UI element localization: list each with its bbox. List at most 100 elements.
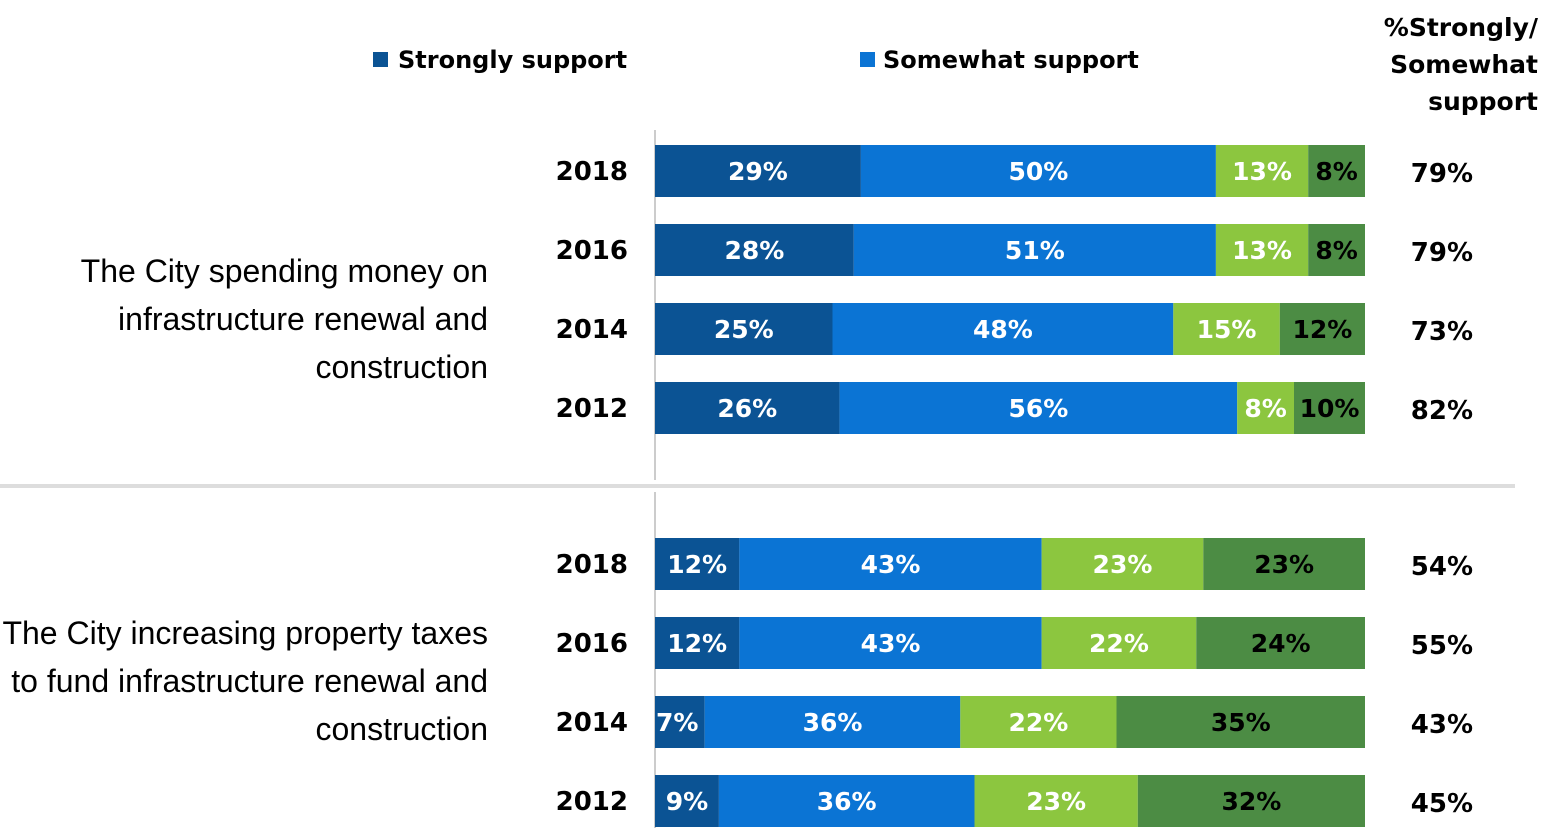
- data-label: 23%: [1254, 550, 1314, 579]
- group-divider: [0, 484, 1515, 488]
- legend-swatch: [373, 52, 388, 67]
- total-label: 79%: [1411, 238, 1473, 268]
- data-label: 8%: [1244, 394, 1286, 423]
- data-label: 32%: [1221, 787, 1281, 816]
- bar-segment-somewhat-oppose: [1237, 382, 1294, 434]
- data-label: 12%: [667, 629, 727, 658]
- data-label: 23%: [1026, 787, 1086, 816]
- bar-segment-strongly-support: [655, 145, 861, 197]
- data-label: 12%: [667, 550, 727, 579]
- bar-segment-strongly-oppose: [1137, 775, 1365, 827]
- year-label: 2012: [556, 787, 628, 817]
- bar-row: 2016 28% 51% 13% 8% 79%: [556, 224, 1473, 276]
- bar-segment-somewhat-oppose: [1215, 145, 1309, 197]
- year-label: 2014: [556, 708, 628, 738]
- data-label: 36%: [817, 787, 877, 816]
- data-label: 25%: [714, 315, 774, 344]
- bar-segment-somewhat-oppose: [960, 696, 1117, 748]
- bar-segment-strongly-support: [655, 696, 705, 748]
- year-label: 2012: [556, 394, 628, 424]
- question-label: The City increasing property taxes: [2, 615, 488, 651]
- total-header-line: Somewhat: [1390, 50, 1538, 79]
- bar-segment-strongly-oppose: [1308, 224, 1365, 276]
- data-label: 36%: [803, 708, 863, 737]
- data-label: 23%: [1093, 550, 1153, 579]
- data-label: 8%: [1315, 236, 1357, 265]
- bar-segment-somewhat-support: [832, 303, 1174, 355]
- data-label: 26%: [717, 394, 777, 423]
- data-label: 12%: [1292, 315, 1352, 344]
- bar-segment-strongly-support: [655, 775, 719, 827]
- bar-segment-strongly-oppose: [1116, 696, 1365, 748]
- bar-segment-strongly-support: [655, 303, 833, 355]
- data-label: 48%: [973, 315, 1033, 344]
- total-label: 45%: [1411, 789, 1473, 819]
- bar-segment-somewhat-support: [860, 145, 1216, 197]
- bar-segment-somewhat-support: [704, 696, 961, 748]
- bar-segment-strongly-oppose: [1294, 382, 1365, 434]
- bar-segment-strongly-oppose: [1279, 303, 1365, 355]
- total-label: 43%: [1411, 710, 1473, 740]
- legend-label: Somewhat support: [883, 46, 1139, 74]
- data-label: 43%: [861, 629, 921, 658]
- bar-segment-somewhat-oppose: [1041, 538, 1204, 590]
- bar-group: The City increasing property taxes to fun…: [2, 538, 1473, 827]
- legend-label: Strongly support: [398, 46, 627, 74]
- total-header-line: %Strongly/: [1384, 13, 1539, 42]
- bar-row: 2014 25% 48% 15% 12% 73%: [556, 303, 1473, 355]
- bar-segment-somewhat-support: [839, 382, 1238, 434]
- bar-group: The City spending money on infrastructure…: [81, 145, 1473, 434]
- data-label: 10%: [1300, 394, 1360, 423]
- data-label: 43%: [861, 550, 921, 579]
- bar-segment-strongly-support: [655, 538, 740, 590]
- bar-segment-somewhat-support: [853, 224, 1216, 276]
- bar-segment-strongly-support: [655, 382, 840, 434]
- bar-groups: The City spending money on infrastructure…: [2, 145, 1473, 827]
- bar-row: 2018 29% 50% 13% 8% 79%: [556, 145, 1473, 197]
- bar-segment-somewhat-support: [718, 775, 975, 827]
- data-label: 13%: [1232, 236, 1292, 265]
- data-label: 35%: [1211, 708, 1271, 737]
- total-header-line: support: [1428, 87, 1538, 116]
- bar-segment-somewhat-oppose: [974, 775, 1138, 827]
- data-label: 8%: [1315, 157, 1357, 186]
- bar-segment-strongly-oppose: [1196, 617, 1365, 669]
- data-label: 15%: [1197, 315, 1257, 344]
- total-label: 82%: [1411, 396, 1473, 426]
- data-label: 7%: [656, 708, 698, 737]
- bar-segment-somewhat-oppose: [1173, 303, 1280, 355]
- question-label: construction: [315, 349, 488, 385]
- bar-segment-somewhat-support: [739, 538, 1042, 590]
- bar-segment-somewhat-oppose: [1041, 617, 1197, 669]
- bar-segment-strongly-oppose: [1308, 145, 1365, 197]
- question-label: to fund infrastructure renewal and: [11, 663, 488, 699]
- data-label: 9%: [666, 787, 708, 816]
- total-support-header: %Strongly/Somewhat support: [1384, 13, 1539, 116]
- question-label: infrastructure renewal and: [118, 301, 488, 337]
- data-label: 28%: [724, 236, 784, 265]
- data-label: 22%: [1008, 708, 1068, 737]
- data-label: 50%: [1008, 157, 1068, 186]
- question-label: The City spending money on: [81, 253, 488, 289]
- legend-item: Strongly support: [373, 46, 627, 74]
- bar-row: 2012 9% 36% 23% 32% 45%: [556, 775, 1473, 827]
- total-label: 79%: [1411, 159, 1473, 189]
- data-label: 22%: [1089, 629, 1149, 658]
- bar-row: 2018 12% 43% 23% 23% 54%: [556, 538, 1473, 590]
- bar-segment-strongly-oppose: [1203, 538, 1365, 590]
- year-label: 2016: [556, 629, 628, 659]
- year-label: 2016: [556, 236, 628, 266]
- group-divider-line: [0, 484, 1515, 488]
- total-label: 55%: [1411, 631, 1473, 661]
- legend: Strongly support Somewhat support: [373, 46, 1139, 74]
- total-label: 73%: [1411, 317, 1473, 347]
- bar-row: 2012 26% 56% 8% 10% 82%: [556, 382, 1473, 434]
- data-label: 29%: [728, 157, 788, 186]
- question-label: construction: [315, 711, 488, 747]
- bar-segment-strongly-support: [655, 617, 740, 669]
- year-label: 2018: [556, 550, 628, 580]
- data-label: 24%: [1251, 629, 1311, 658]
- total-label: 54%: [1411, 552, 1473, 582]
- data-label: 51%: [1005, 236, 1065, 265]
